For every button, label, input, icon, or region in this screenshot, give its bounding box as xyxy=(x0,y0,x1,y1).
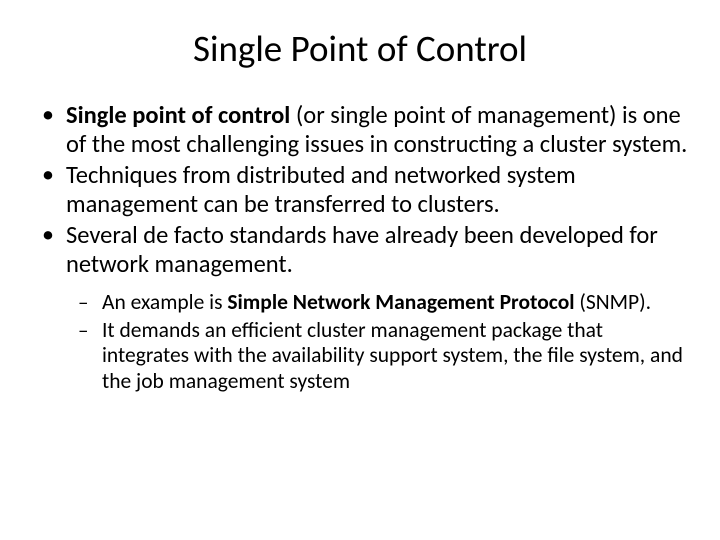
slide-body: Single point of control (or single point… xyxy=(0,101,720,394)
bullet-1-bold: Single point of control xyxy=(66,100,290,130)
bullet-item-1: Single point of control (or single point… xyxy=(66,101,690,159)
sub-bullet-2: It demands an efficient cluster manageme… xyxy=(102,318,690,394)
sub-1-pre: An example is xyxy=(102,289,227,315)
bullet-item-2: Techniques from distributed and networke… xyxy=(66,161,690,219)
slide: Single Point of Control Single point of … xyxy=(0,26,720,540)
slide-title: Single Point of Control xyxy=(0,26,720,71)
sub-bullet-1: An example is Simple Network Management … xyxy=(102,290,690,315)
bullet-3-text: Several de facto standards have already … xyxy=(66,220,658,279)
sub-1-post: (SNMP). xyxy=(575,289,652,315)
bullet-list: Single point of control (or single point… xyxy=(30,101,690,394)
sub-1-bold: Simple Network Management Protocol xyxy=(227,289,574,315)
bullet-item-3: Several de facto standards have already … xyxy=(66,221,690,394)
sub-bullet-list: An example is Simple Network Management … xyxy=(66,290,690,393)
